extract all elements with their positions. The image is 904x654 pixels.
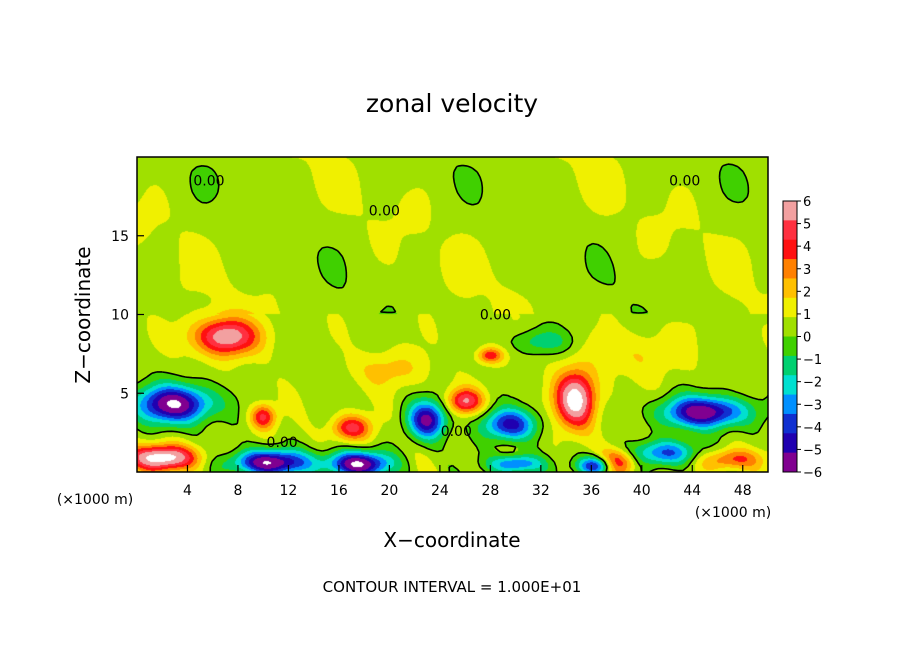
x-tick-label: 8 [233,483,242,499]
contour-label: 0.00 [441,424,472,440]
x-tick-label: 44 [683,483,701,499]
zero-contour-line [136,163,769,473]
colorbar: 6 5 4 3 2 1 0 −1 −2 −3 −4 −5 −6 [782,195,822,481]
colorbar-swatch [783,297,797,318]
colorbar-tick-label: −3 [803,398,822,413]
colorbar-tick-label: −4 [803,421,822,436]
colorbar-swatch [783,375,797,396]
colorbar-tick-label: 6 [803,195,811,210]
contour-label: 0.00 [480,308,511,324]
x-tick-label: 48 [734,483,752,499]
colorbar-tick-label: 3 [803,263,811,278]
colorbar-swatch [783,220,797,241]
y-tick-label: 10 [111,308,129,324]
x-tick-label: 36 [582,483,600,499]
x-tick-label: 40 [633,483,651,499]
colorbar-swatch [783,336,797,357]
colorbar-swatch [783,259,797,279]
x-axis-ticks: 4 8 12 16 20 24 28 32 36 40 44 48 [183,465,752,499]
x-tick-label: 24 [431,483,449,499]
x-tick-label: 4 [183,483,192,499]
colorbar-tick-label: −2 [803,376,822,391]
colorbar-swatch [783,433,797,454]
colorbar-swatch [783,201,797,221]
colorbar-tick-label: −1 [803,353,822,368]
colorbar-swatch [783,413,797,434]
contour-label: 0.00 [369,204,400,220]
colorbar-tick-label: 0 [803,331,811,346]
colorbar-swatch [783,355,797,376]
y-tick-label: 15 [111,229,129,245]
y-axis-label: Z−coordinate [71,246,95,383]
colorbar-tick-label: 2 [803,285,811,300]
contour-label: 0.00 [267,435,298,451]
colorbar-swatch [783,317,797,337]
contour-label: 0.00 [669,174,700,190]
plot-area: 0.00 0.00 0.00 0.00 0.00 0.00 [136,156,769,473]
y-axis-ticks: 5 10 15 [111,229,144,402]
colorbar-swatch [783,278,797,299]
x-tick-label: 20 [380,483,398,499]
y-tick-label: 5 [120,386,129,402]
x-axis-label: X−coordinate [383,528,520,552]
zero-contours [136,163,769,473]
colorbar-swatch [783,239,797,260]
x-unit-right: (×1000 m) [695,505,771,521]
contour-interval-note: CONTOUR INTERVAL = 1.000E+01 [323,578,582,596]
chart-title: zonal velocity [366,89,538,118]
x-tick-label: 32 [532,483,550,499]
x-unit-left: (×1000 m) [57,492,133,508]
x-tick-label: 12 [280,483,298,499]
contour-label: 0.00 [193,174,224,190]
x-tick-label: 28 [481,483,499,499]
colorbar-tick-label: 4 [803,240,811,255]
x-tick-label: 16 [330,483,348,499]
colorbar-swatch [783,452,797,473]
colorbar-tick-label: 5 [803,218,811,233]
colorbar-tick-label: 1 [803,308,811,323]
colorbar-swatch [783,394,797,415]
contour-labels: 0.00 0.00 0.00 0.00 0.00 0.00 [193,174,700,451]
colorbar-tick-label: −5 [803,443,822,458]
colorbar-tick-label: −6 [803,466,822,481]
